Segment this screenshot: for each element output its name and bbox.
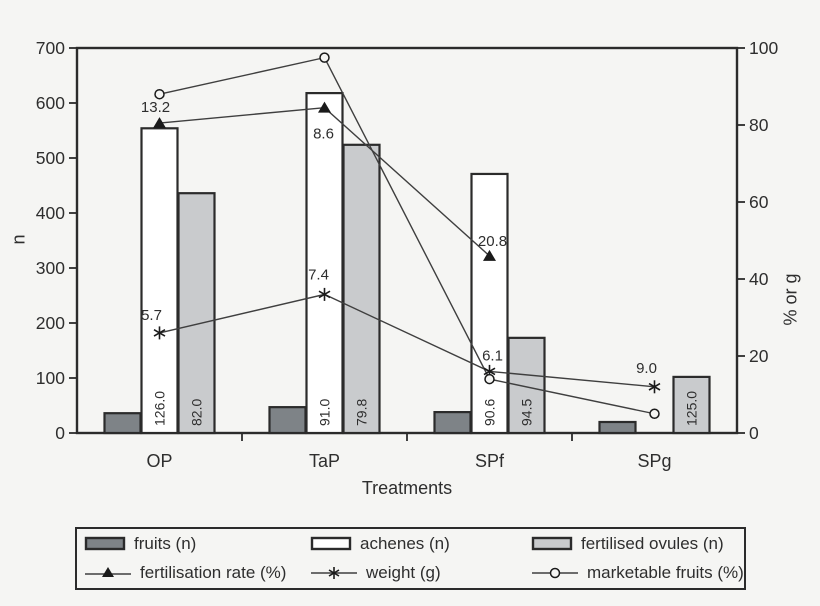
- bars: 126.0 91.0 90.6 82.0 79.8 94.5 125.0: [103, 91, 711, 435]
- legend-label-achenes: achenes (n): [360, 533, 450, 553]
- right-tick-label: 80: [749, 115, 769, 135]
- triangle-marker-TaP: [318, 101, 331, 113]
- asterisk-line-swatch-icon: [311, 567, 357, 580]
- right-tick-label: 40: [749, 269, 769, 289]
- bar-fertilised-ovules-n--SPg: [672, 375, 711, 435]
- line-marketable-fruits-: [159, 56, 655, 415]
- category-label-SPg: SPg: [637, 451, 671, 471]
- left-tick-label: 700: [36, 38, 65, 58]
- legend-row-lines: fertilisation rate (%) weight (g) market…: [77, 563, 744, 583]
- achenes-bar-swatch-icon: [310, 537, 352, 551]
- bar-fertilised-ovules-n--TaP: [342, 143, 381, 435]
- bar-fruits-n--SPg: [598, 420, 637, 435]
- triangle-line-swatch-icon: [85, 567, 131, 578]
- bar-value-label: 94.5: [519, 399, 535, 426]
- left-tick-label: 200: [36, 313, 65, 333]
- category-label-SPf: SPf: [475, 451, 505, 471]
- circle-line-swatch-icon: [532, 568, 578, 579]
- line-weight-g-: [159, 293, 655, 388]
- chart-legend: fruits (n) achenes (n) fertilised ovules…: [75, 527, 746, 590]
- left-axis-title: n: [8, 234, 29, 245]
- legend-item-fruits: fruits (n): [84, 534, 310, 554]
- bar-fruits-n--TaP: [268, 406, 307, 435]
- legend-item-marketable-fruits: marketable fruits (%): [531, 563, 744, 583]
- circle-marker-SPf: [484, 373, 495, 385]
- left-axis-ticks: 0 100 200 300 400 500 600 700: [36, 38, 77, 443]
- right-tick-label: 100: [749, 38, 778, 58]
- legend-item-weight: weight (g): [310, 563, 531, 583]
- legend-label-weight: weight (g): [366, 563, 441, 583]
- bar-achenes-n--TaP: [305, 91, 344, 435]
- bar-value-label: 126.0: [152, 391, 168, 426]
- category-label-TaP: TaP: [309, 451, 340, 471]
- legend-label-marketable-fruits: marketable fruits (%): [587, 563, 744, 583]
- category-label-OP: OP: [146, 451, 172, 471]
- right-tick-label: 20: [749, 346, 769, 366]
- markers: 13.2 8.6 20.8 5.7 7.4 6.1 9.0: [141, 52, 661, 419]
- legend-item-achenes: achenes (n): [310, 534, 531, 554]
- left-tick-label: 600: [36, 93, 65, 113]
- bar-value-label: 91.0: [317, 399, 333, 426]
- right-tick-label: 0: [749, 423, 759, 443]
- triangle-marker-SPf: [483, 249, 496, 261]
- bar-value-label: 79.8: [354, 399, 370, 426]
- x-axis-ticks: OP TaP SPf SPg: [146, 433, 672, 471]
- point-label: 6.1: [482, 347, 503, 364]
- triangle-marker-OP: [153, 117, 166, 129]
- lines: [159, 56, 655, 415]
- left-tick-label: 0: [55, 423, 65, 443]
- legend-label-fertilised-ovules: fertilised ovules (n): [581, 533, 724, 553]
- asterisk-marker-OP: [153, 326, 166, 340]
- bar-value-label: 125.0: [684, 391, 700, 426]
- asterisk-marker-TaP: [318, 287, 331, 301]
- x-axis-title: Treatments: [361, 478, 453, 498]
- fruits-bar-swatch-icon: [84, 537, 126, 551]
- bar-value-label: 90.6: [482, 399, 498, 426]
- left-tick-label: 500: [36, 148, 65, 168]
- point-label: 7.4: [308, 266, 329, 283]
- circle-marker-SPg: [649, 408, 660, 419]
- bar-fruits-n--OP: [103, 412, 142, 435]
- right-axis-title: % or g: [780, 273, 801, 326]
- left-tick-label: 400: [36, 203, 65, 223]
- bar-fruits-n--SPf: [433, 411, 472, 435]
- bar-achenes-n--SPf: [470, 172, 509, 435]
- point-label: 9.0: [636, 360, 657, 377]
- left-tick-label: 300: [36, 258, 65, 278]
- legend-row-bars: fruits (n) achenes (n) fertilised ovules…: [77, 534, 744, 554]
- bar-achenes-n--OP: [140, 127, 179, 435]
- bar-value-label: 82.0: [189, 399, 205, 426]
- point-label: 5.7: [141, 307, 162, 324]
- legend-label-fruits: fruits (n): [134, 533, 197, 553]
- legend-label-fertilisation-rate: fertilisation rate (%): [140, 563, 287, 583]
- point-label: 13.2: [141, 99, 170, 116]
- right-tick-label: 60: [749, 192, 769, 212]
- left-tick-label: 100: [36, 368, 65, 388]
- legend-item-fertilisation-rate: fertilisation rate (%): [84, 563, 310, 583]
- bar-fertilised-ovules-n--SPf: [507, 336, 546, 435]
- point-label: 8.6: [313, 126, 334, 143]
- legend-item-fertilised-ovules: fertilised ovules (n): [531, 534, 744, 554]
- right-axis-ticks: 0 20 40 60 80 100: [737, 38, 778, 443]
- bar-fertilised-ovules-n--OP: [177, 192, 216, 435]
- fertilised-ovules-bar-swatch-icon: [531, 537, 573, 551]
- point-label: 20.8: [478, 233, 507, 250]
- circle-marker-OP: [154, 88, 165, 100]
- circle-marker-TaP: [319, 52, 330, 63]
- asterisk-marker-SPg: [648, 380, 661, 394]
